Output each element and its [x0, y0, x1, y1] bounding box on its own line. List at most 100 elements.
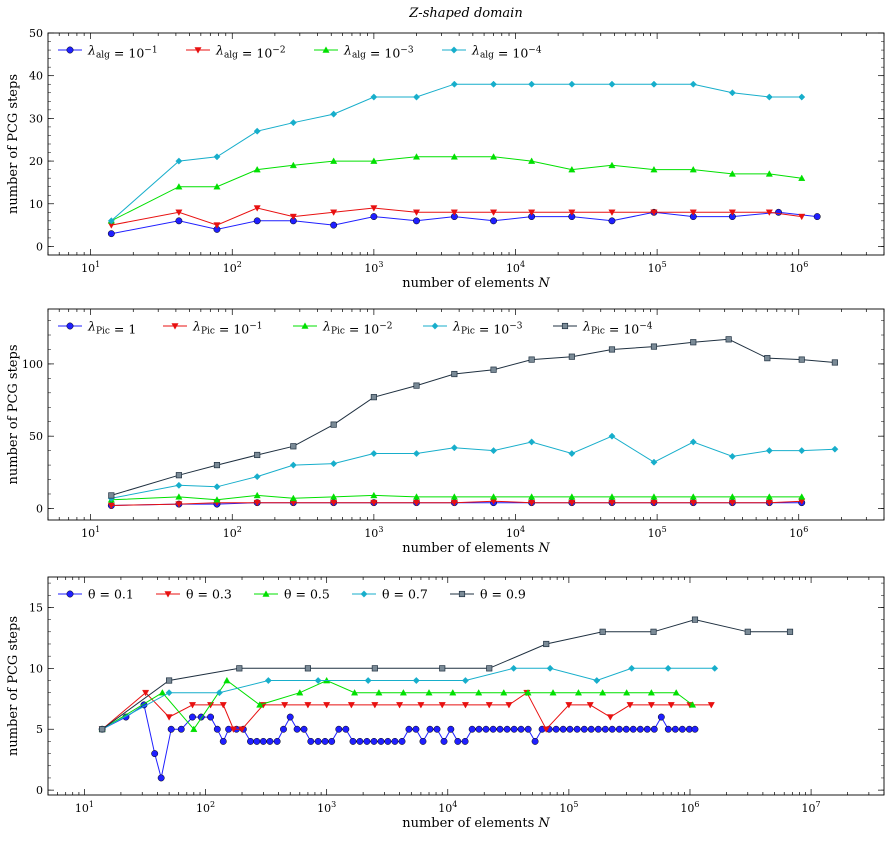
data-point — [608, 493, 616, 500]
legend-marker — [262, 590, 270, 597]
data-point — [412, 677, 420, 685]
data-point — [593, 677, 601, 685]
y-tick-label: 0 — [36, 502, 43, 515]
data-point — [691, 616, 699, 623]
data-point — [107, 217, 115, 225]
legend-label: λalg = 10−2 — [215, 43, 286, 61]
data-point — [450, 80, 458, 88]
data-point — [259, 737, 267, 745]
data-point — [370, 737, 378, 745]
data-point — [335, 725, 343, 733]
data-point — [439, 665, 446, 672]
data-point — [489, 725, 497, 733]
data-point — [266, 737, 274, 745]
data-point — [349, 737, 357, 745]
data-point — [568, 450, 576, 458]
data-point — [490, 80, 498, 88]
data-point — [377, 737, 385, 745]
data-point — [486, 665, 493, 672]
series-line — [110, 83, 802, 222]
y-axis-label: number of PCG steps — [6, 345, 21, 485]
data-point — [568, 80, 576, 88]
data-point — [273, 737, 281, 745]
legend-marker — [66, 322, 74, 330]
data-point — [413, 217, 420, 225]
data-point — [775, 208, 782, 216]
data-point — [485, 702, 493, 709]
data-point — [798, 174, 806, 181]
y-tick-label: 10 — [29, 662, 43, 675]
x-tick-label: 101 — [75, 800, 94, 815]
data-point — [213, 153, 221, 161]
data-point — [503, 725, 511, 733]
data-point — [765, 170, 773, 177]
data-point — [370, 213, 378, 221]
data-point — [461, 737, 469, 745]
data-point — [425, 689, 433, 696]
data-point — [175, 183, 183, 190]
data-point — [689, 209, 697, 216]
data-point — [419, 737, 427, 745]
data-point — [450, 209, 458, 216]
figure-title: Z-shaped domain — [408, 6, 522, 21]
data-point — [528, 499, 536, 507]
data-point — [175, 472, 182, 479]
data-point — [370, 205, 378, 212]
data-point — [629, 725, 637, 733]
data-point — [219, 702, 227, 709]
legend-label: λalg = 10−4 — [471, 43, 542, 61]
series-3 — [98, 676, 697, 732]
data-point — [304, 702, 312, 709]
data-point — [531, 737, 539, 745]
y-tick-label: 0 — [36, 240, 43, 253]
data-point — [728, 452, 736, 460]
legend-label: λPic = 10−1 — [192, 319, 263, 337]
x-tick-label: 103 — [364, 525, 383, 540]
data-point — [786, 628, 794, 635]
data-point — [151, 750, 159, 758]
data-point — [601, 725, 609, 733]
data-point — [764, 355, 771, 362]
data-point — [650, 725, 658, 733]
data-point — [440, 737, 448, 745]
data-point — [158, 689, 166, 696]
data-point — [450, 499, 458, 507]
data-point — [482, 725, 490, 733]
data-point — [643, 725, 651, 733]
data-point — [744, 628, 751, 635]
data-point — [165, 714, 173, 721]
data-point — [650, 499, 658, 507]
data-point — [689, 499, 697, 507]
legend-label: λPic = 10−4 — [582, 319, 653, 337]
series-line — [111, 500, 802, 506]
data-point — [657, 713, 665, 721]
chart-panel-1: 101 102 103 104 105 106 0 10 20 30 40 50 number of e… — [6, 27, 885, 291]
data-point — [213, 462, 221, 469]
data-point — [219, 737, 227, 745]
data-point — [330, 221, 338, 229]
data-point — [728, 209, 736, 216]
x-axis-label: number of elements N — [402, 541, 550, 556]
data-point — [215, 689, 223, 697]
data-point — [765, 499, 773, 507]
data-point — [689, 493, 697, 500]
data-point — [608, 209, 616, 216]
data-point — [490, 217, 498, 225]
x-tick-label: 104 — [438, 800, 457, 815]
series-3 — [107, 153, 806, 224]
data-point — [608, 217, 616, 225]
data-point — [207, 713, 215, 721]
data-point — [524, 689, 532, 696]
data-point — [568, 499, 576, 507]
legend-label: λPic = 10−3 — [452, 319, 523, 337]
x-tick-label: 106 — [789, 525, 808, 540]
data-point — [543, 640, 550, 648]
data-point — [426, 725, 434, 733]
data-point — [289, 119, 297, 127]
y-tick-label: 20 — [29, 155, 43, 168]
data-point — [296, 689, 304, 696]
data-point — [475, 689, 483, 696]
data-point — [650, 458, 658, 466]
data-point — [175, 157, 183, 165]
